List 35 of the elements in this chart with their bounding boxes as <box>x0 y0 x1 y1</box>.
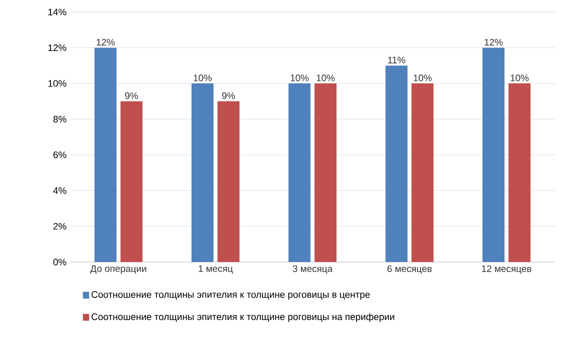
data-label: 10% <box>316 74 335 82</box>
bar <box>508 83 531 262</box>
bar <box>288 83 310 262</box>
x-tick-label: До операции <box>90 265 146 274</box>
y-tick-label: 4% <box>53 187 66 194</box>
bar <box>120 101 142 262</box>
legend-label: Соотношение толщины эпителия к толщине роговицы в центре <box>92 291 370 300</box>
bar <box>94 48 116 262</box>
data-label: 9% <box>125 92 138 100</box>
data-label: 10% <box>414 74 432 82</box>
bar <box>412 83 434 262</box>
data-label: 10% <box>194 74 212 82</box>
y-tick-label: 8% <box>53 116 66 122</box>
y-tick-label: 2% <box>53 222 66 230</box>
data-label: 10% <box>290 74 309 82</box>
x-tick-label: 3 месяца <box>292 265 333 274</box>
bar <box>192 83 214 262</box>
data-label: 10% <box>510 74 529 82</box>
data-label: 12% <box>96 38 115 46</box>
y-tick-label: 14% <box>48 8 66 16</box>
y-tick-label: 0% <box>53 258 66 266</box>
x-tick-label: 1 месяц <box>198 265 233 274</box>
y-tick-label: 10% <box>48 80 66 87</box>
y-tick-label: 6% <box>53 152 66 158</box>
y-tick-label: 12% <box>48 44 66 52</box>
bar <box>386 66 408 262</box>
legend-label: Соотношение толщины эпителия к толщине роговицы на периферии <box>92 313 394 322</box>
data-label: 9% <box>222 92 235 100</box>
x-tick-label: 6 месяцев <box>387 265 432 274</box>
data-label: 11% <box>388 56 406 64</box>
bar <box>218 101 240 262</box>
x-tick-label: 12 месяцев <box>482 265 532 274</box>
bar <box>314 83 337 262</box>
data-label: 12% <box>484 38 503 46</box>
bar <box>482 48 505 262</box>
